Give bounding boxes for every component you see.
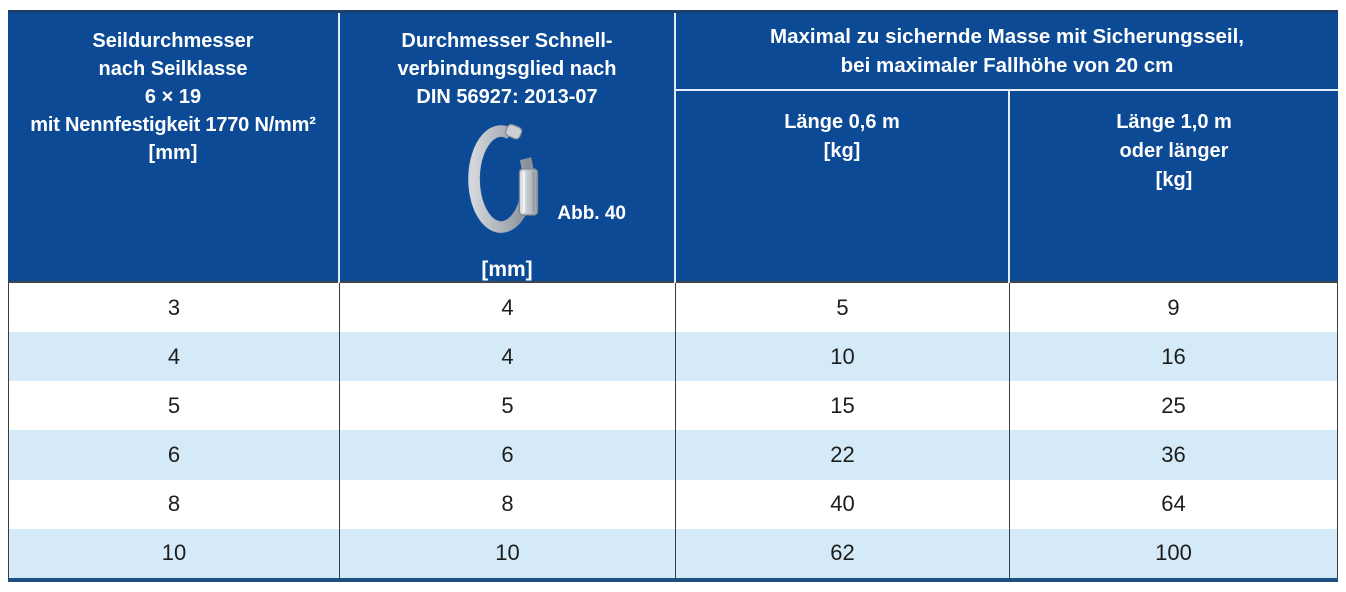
cell-mass-06: 62 <box>676 528 1010 578</box>
cell-mass-10: 9 <box>1167 294 1180 320</box>
header-line: DIN 56927: 2013-07 <box>416 86 598 108</box>
header-line: Länge 1,0 m <box>1116 111 1232 133</box>
table-header: Seildurchmesser nach Seilklasse 6 × 19 m… <box>8 10 1338 284</box>
cell-mass-06: 5 <box>676 283 1010 333</box>
table-bottom-border <box>8 577 1338 582</box>
table-body: 3 4 5 9 4 4 10 16 5 5 15 25 6 6 22 36 <box>8 283 1338 578</box>
cell-link-diameter: 6 <box>340 430 676 480</box>
cell-link-diameter: 8 <box>340 479 676 529</box>
header-unit-mm: [mm] <box>481 258 533 281</box>
header-line: Durchmesser Schnell- <box>401 30 613 52</box>
header-quick-link: Durchmesser Schnell- verbindungsglied na… <box>340 13 676 284</box>
header-max-mass-group: Maximal zu sichernde Masse mit Sicherung… <box>676 13 1338 284</box>
header-line: oder länger <box>1119 140 1229 162</box>
header-rope-diameter: Seildurchmesser nach Seilklasse 6 × 19 m… <box>8 13 340 284</box>
header-line: 6 × 19 <box>144 86 202 108</box>
cell-rope-diameter: 10 <box>9 528 340 578</box>
group-title-line: Maximal zu sichernde Masse mit Sicherung… <box>770 25 1244 48</box>
cell-link-diameter: 5 <box>340 381 676 431</box>
cell-rope-diameter: 6 <box>9 430 340 480</box>
cell-mass-10: 100 <box>1155 540 1192 566</box>
cell-mass-10: 25 <box>1161 392 1186 418</box>
cell-mass-06: 10 <box>676 332 1010 382</box>
cell-mass-10: 36 <box>1161 442 1186 468</box>
header-line: nach Seilklasse <box>98 58 248 80</box>
cell-rope-diameter: 4 <box>9 332 340 382</box>
header-length-06: Länge 0,6 m [kg] <box>676 91 1010 284</box>
figure-caption: Abb. 40 <box>557 203 626 224</box>
cell-mass-06: 40 <box>676 479 1010 529</box>
cell-link-diameter: 10 <box>340 528 676 578</box>
cell-mass-06: 22 <box>676 430 1010 480</box>
table-row: 10 10 62 100 <box>9 528 1337 578</box>
cell-link-diameter: 4 <box>340 332 676 382</box>
quick-link-figure: Abb. 40 <box>340 113 674 256</box>
cell-mass-10: 64 <box>1161 491 1186 517</box>
cell-link-diameter: 4 <box>340 283 676 333</box>
header-line: mit Nennfestigkeit 1770 N/mm² <box>30 114 316 136</box>
group-title: Maximal zu sichernde Masse mit Sicherung… <box>676 13 1338 91</box>
table-row: 8 8 40 64 <box>9 479 1337 529</box>
cell-rope-diameter: 5 <box>9 381 340 431</box>
table-row: 6 6 22 36 <box>9 430 1337 480</box>
header-unit-kg: [kg] <box>1155 169 1193 191</box>
header-line: Länge 0,6 m <box>784 111 900 133</box>
header-line: verbindungsglied nach <box>397 58 617 80</box>
rope-safety-table: Seildurchmesser nach Seilklasse 6 × 19 m… <box>8 10 1338 582</box>
cell-rope-diameter: 8 <box>9 479 340 529</box>
quick-link-image <box>467 123 539 234</box>
header-line: Seildurchmesser <box>92 30 254 52</box>
header-unit-kg: [kg] <box>823 140 861 162</box>
sub-headers: Länge 0,6 m [kg] Länge 1,0 m oder länger… <box>676 91 1338 284</box>
header-unit-mm: [mm] <box>148 142 198 164</box>
table-row: 3 4 5 9 <box>9 283 1337 333</box>
cell-mass-10: 16 <box>1161 343 1186 369</box>
header-length-10: Länge 1,0 m oder länger [kg] <box>1010 91 1338 284</box>
cell-rope-diameter: 3 <box>9 283 340 333</box>
cell-mass-06: 15 <box>676 381 1010 431</box>
group-title-line: bei maximaler Fallhöhe von 20 cm <box>840 54 1174 77</box>
table-row: 4 4 10 16 <box>9 332 1337 382</box>
table-row: 5 5 15 25 <box>9 381 1337 431</box>
